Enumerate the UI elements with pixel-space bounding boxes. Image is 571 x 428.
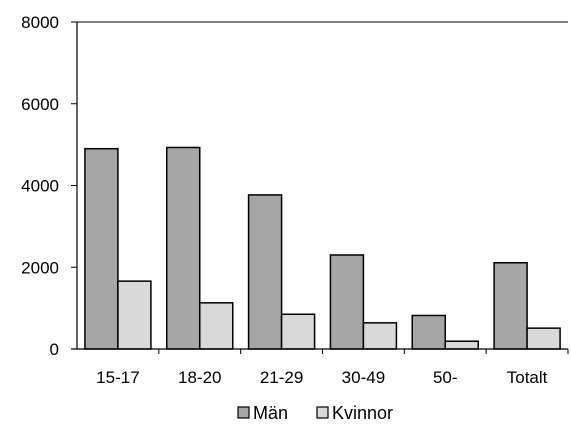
bar-man-15-17 bbox=[84, 147, 119, 350]
bar-kvinnor-50- bbox=[444, 340, 479, 350]
bar-man-21-29 bbox=[247, 194, 283, 350]
bar-man-50- bbox=[411, 314, 446, 350]
bar-kvinnor-Totalt bbox=[526, 327, 561, 350]
bar-man-30-49 bbox=[329, 254, 365, 350]
legend-swatch-kvinnor bbox=[316, 406, 329, 419]
y-tick-label: 6000 bbox=[21, 95, 59, 114]
x-tick-label: 30-49 bbox=[342, 368, 385, 387]
legend-label-kvinnor: Kvinnor bbox=[332, 403, 393, 423]
y-tick-label: 8000 bbox=[21, 13, 59, 32]
bar-kvinnor-30-49 bbox=[362, 322, 398, 350]
y-tick-label: 0 bbox=[50, 340, 59, 359]
x-axis: 15-17 18-20 21-29 30-49 50- Totalt bbox=[71, 348, 569, 387]
bar-man-18-20 bbox=[166, 146, 201, 350]
bar-man-Totalt bbox=[493, 262, 528, 350]
x-tick-label: 18-20 bbox=[178, 368, 221, 387]
x-tick-label: Totalt bbox=[507, 368, 548, 387]
y-tick-label: 4000 bbox=[21, 177, 59, 196]
legend-swatch-man bbox=[237, 406, 250, 419]
y-axis: 0 2000 4000 6000 8000 bbox=[21, 13, 568, 359]
y-tick-label: 2000 bbox=[21, 258, 59, 277]
legend: Män Kvinnor bbox=[237, 403, 393, 423]
legend-label-man: Män bbox=[253, 403, 288, 423]
bar-kvinnor-15-17 bbox=[117, 280, 152, 350]
bar-kvinnor-18-20 bbox=[199, 302, 234, 350]
bars bbox=[84, 146, 561, 350]
x-tick-label: 15-17 bbox=[96, 368, 139, 387]
x-tick-label: 21-29 bbox=[260, 368, 303, 387]
bar-kvinnor-21-29 bbox=[280, 313, 316, 350]
x-tick-label: 50- bbox=[433, 368, 458, 387]
